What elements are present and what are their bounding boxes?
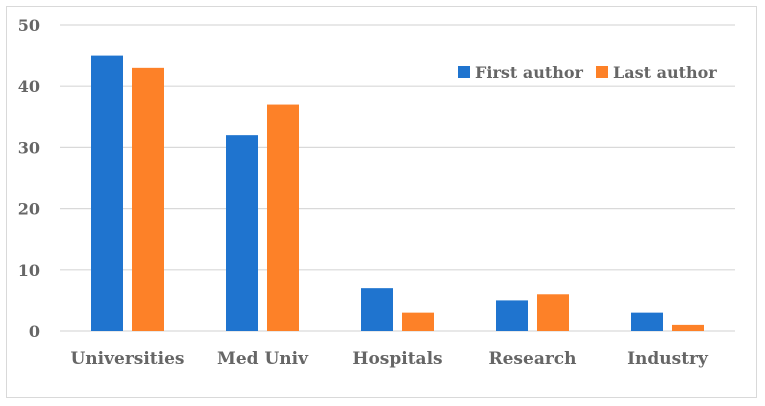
x-category-label: Hospitals (352, 349, 442, 369)
x-category-label: Med Univ (217, 349, 309, 369)
bar-industry-last-author (672, 324, 704, 331)
bar-industry-first-author (631, 312, 663, 331)
y-tick-label: 40 (18, 77, 40, 96)
y-axis-ticks: 0 10 20 30 40 50 (18, 16, 40, 341)
gridlines (60, 24, 735, 332)
chart-frame (6, 6, 757, 398)
y-tick-label: 20 (18, 200, 40, 219)
y-tick-label: 10 (18, 261, 40, 280)
x-category-label: Research (488, 349, 576, 369)
y-tick-label: 30 (18, 138, 40, 157)
x-category-label: Industry (627, 349, 709, 369)
x-category-label: Universities (70, 349, 184, 369)
bar-research-last-author (537, 294, 569, 331)
bar-universities-last-author (132, 67, 164, 331)
bar-med-univ-last-author (267, 104, 299, 331)
legend-label: Last author (613, 63, 717, 82)
bar-universities-first-author (91, 55, 123, 331)
legend-label: First author (475, 63, 584, 82)
y-tick-label: 0 (29, 322, 40, 341)
bar-hospitals-last-author (402, 312, 434, 331)
x-axis-categories: Universities Med Univ Hospitals Research Ind… (70, 349, 709, 369)
legend-swatch-last-author (596, 66, 608, 78)
y-tick-label: 50 (18, 16, 40, 35)
legend-swatch-first-author (458, 66, 470, 78)
bar-hospitals-first-author (361, 288, 393, 331)
bars (91, 55, 704, 331)
bar-med-univ-first-author (226, 135, 258, 331)
legend: First author Last author (458, 63, 717, 82)
bar-research-first-author (496, 300, 528, 331)
